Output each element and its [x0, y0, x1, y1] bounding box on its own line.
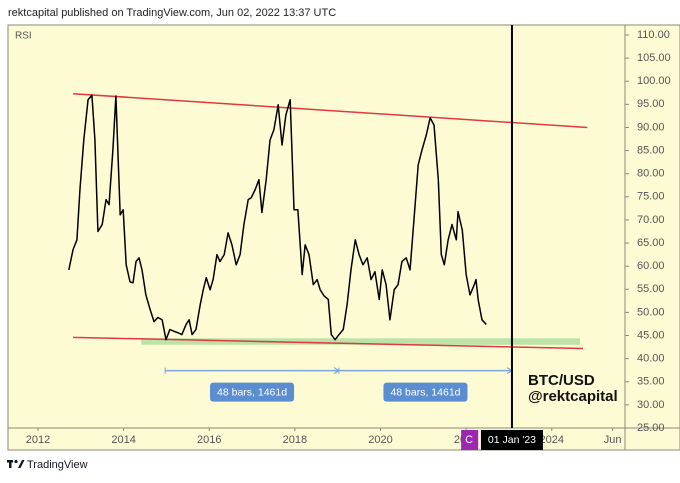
cursor-tag-label: C — [465, 434, 473, 446]
x-tick-label: 2014 — [111, 434, 135, 446]
y-tick-label: 55.00 — [637, 283, 665, 295]
measure-label: 48 bars, 1461d — [217, 386, 287, 398]
y-tick-label: 40.00 — [637, 353, 665, 365]
y-tick-label: 30.00 — [637, 399, 665, 411]
y-tick-label: 25.00 — [637, 422, 665, 434]
y-tick-label: 45.00 — [637, 329, 665, 341]
x-tick-label: Jun — [604, 434, 622, 446]
logo-part — [18, 460, 25, 468]
y-tick-label: 70.00 — [637, 214, 665, 226]
y-tick-label: 110.00 — [637, 29, 670, 41]
x-tick-label: 2024 — [540, 434, 564, 446]
watermark: BTC/USD — [528, 372, 595, 389]
marker-tag — [480, 430, 543, 450]
x-tick-label: 2018 — [283, 434, 307, 446]
y-tick-label: 65.00 — [637, 237, 665, 249]
x-tick-label: 2012 — [26, 434, 50, 446]
y-tick-label: 75.00 — [637, 191, 665, 203]
measure-label-box — [210, 382, 295, 402]
chart-background — [8, 25, 680, 450]
x-tick-label: 2020 — [368, 434, 392, 446]
y-tick-label: 80.00 — [637, 168, 665, 180]
logo-part — [14, 459, 18, 464]
trend-line — [73, 336, 584, 350]
chart-frame — [7, 24, 680, 451]
x-tick-label: 2016 — [197, 434, 221, 446]
pane-label: RSI — [15, 31, 32, 42]
y-tick-label: 60.00 — [637, 260, 665, 272]
y-tick-label: 85.00 — [637, 144, 665, 156]
logo-part — [9, 460, 12, 468]
y-tick-label: 50.00 — [637, 306, 665, 318]
trend-line — [73, 92, 588, 129]
measure-label-box — [383, 382, 468, 402]
y-tick-label: 90.00 — [637, 121, 665, 133]
watermark: @rektcapital — [528, 388, 618, 405]
footer: TradingView — [27, 459, 88, 471]
rsi-line — [68, 94, 487, 341]
header: rektcapital published on TradingView.com… — [8, 7, 336, 19]
support-zone — [141, 338, 581, 345]
logo — [7, 459, 25, 468]
marker-tag-label: 01 Jan '23 — [488, 434, 536, 446]
y-tick-label: 105.00 — [637, 52, 671, 64]
y-tick-label: 35.00 — [637, 376, 665, 388]
y-tick-label: 100.00 — [637, 75, 671, 87]
y-tick-label: 95.00 — [637, 98, 665, 110]
cursor-tag — [461, 430, 479, 450]
measure-label: 48 bars, 1461d — [390, 386, 460, 398]
